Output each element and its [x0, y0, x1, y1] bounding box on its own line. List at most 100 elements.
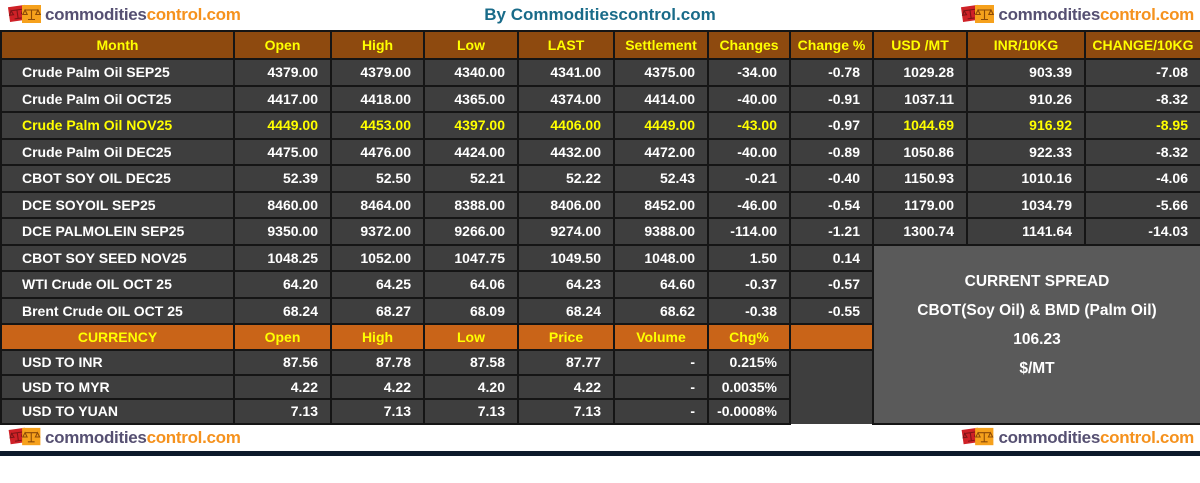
table-row: CBOT SOY SEED NOV25 1048.25 1052.00 1047…: [0, 243, 1200, 425]
cell-change-pct: -0.55: [789, 296, 874, 325]
cell-high: 9372.00: [330, 217, 425, 246]
cell-changes: 1.50: [707, 243, 791, 272]
cell-changes: -46.00: [707, 190, 791, 219]
cell-low: 4340.00: [423, 58, 519, 87]
col-header-cur-high: High: [330, 323, 425, 351]
cell-open: 1048.25: [233, 243, 332, 272]
cell-low: 8388.00: [423, 190, 519, 219]
cell-low: 9266.00: [423, 217, 519, 246]
cell-changes: -43.00: [707, 111, 791, 140]
spread-unit: $/MT: [1019, 360, 1055, 377]
col-header-high: High: [330, 30, 425, 60]
brand-text-commodities: commodities: [45, 5, 147, 24]
cell-last: 1049.50: [517, 243, 615, 272]
cell-change-pct: -0.54: [789, 190, 874, 219]
cell-month: Crude Palm Oil DEC25: [0, 137, 235, 166]
cell-change-pct: -0.97: [789, 111, 874, 140]
cell-low: 64.06: [423, 270, 519, 299]
cell-inr-10kg: 916.92: [966, 111, 1086, 140]
col-header-cur-volume: Volume: [613, 323, 709, 351]
cell-high: 1052.00: [330, 243, 425, 272]
spread-title: CURRENT SPREAD: [964, 273, 1110, 290]
table-row: WTI Crude OIL OCT 25 64.20 64.25 64.06 6…: [0, 270, 1200, 299]
cell-change-10kg: -8.32: [1084, 84, 1200, 113]
cell-change-10kg: -8.95: [1084, 111, 1200, 140]
cell-open: 87.56: [233, 349, 332, 376]
cell-usd-mt: 1179.00: [872, 190, 968, 219]
col-header-cur-price: Price: [517, 323, 615, 351]
brand-wordmark: commoditiescontrol.com: [998, 5, 1194, 25]
cell-changes: -34.00: [707, 58, 791, 87]
cell-currency-name: USD TO MYR: [0, 373, 235, 400]
spread-subtitle: CBOT(Soy Oil) & BMD (Palm Oil): [917, 302, 1157, 319]
brand-text-commodities: commodities: [998, 427, 1100, 447]
table-row: DCE SOYOIL SEP25 8460.00 8464.00 8388.00…: [0, 190, 1200, 219]
brand-logo: commoditiescontrol.com: [0, 2, 247, 28]
bottom-bar: [0, 450, 1200, 456]
page-title: By Commoditiescontrol.com: [484, 5, 716, 24]
cell-chg-pct: 0.215%: [707, 349, 791, 376]
cell-volume: -: [613, 349, 709, 376]
empty-cell: [789, 350, 874, 375]
scales-icon: [961, 4, 995, 23]
cell-inr-10kg: 1141.64: [966, 217, 1086, 246]
scales-icon: [962, 427, 994, 446]
brand-wordmark: commoditiescontrol.com: [45, 5, 241, 25]
brand-logo: commoditiescontrol.com: [0, 425, 247, 450]
cell-chg-pct: -0.0008%: [707, 398, 791, 425]
cell-last: 4406.00: [517, 111, 615, 140]
cell-month: CBOT SOY OIL DEC25: [0, 164, 235, 193]
currency-row: USD TO INR 87.56 87.78 87.58 87.77 - 0.2…: [0, 349, 1200, 376]
cell-high: 7.13: [330, 398, 425, 425]
table-row: Crude Palm Oil SEP25 4379.00 4379.00 434…: [0, 58, 1200, 87]
currency-row: USD TO MYR 4.22 4.22 4.20 4.22 - 0.0035%: [0, 373, 1200, 400]
cell-high: 4453.00: [330, 111, 425, 140]
col-header-usd-mt: USD /MT: [872, 30, 968, 60]
col-header-month: Month: [0, 30, 235, 60]
cell-settlement: 4449.00: [613, 111, 709, 140]
cell-usd-mt: 1300.74: [872, 217, 968, 246]
cell-low: 87.58: [423, 349, 519, 376]
brand-text-control: control.com: [1100, 427, 1194, 447]
cell-changes: -40.00: [707, 137, 791, 166]
cell-high: 4476.00: [330, 137, 425, 166]
cell-settlement: 64.60: [613, 270, 709, 299]
cell-low: 4365.00: [423, 84, 519, 113]
cell-change-pct: -1.21: [789, 217, 874, 246]
cell-low: 1047.75: [423, 243, 519, 272]
brand-logo: commoditiescontrol.com: [953, 425, 1200, 450]
cell-open: 64.20: [233, 270, 332, 299]
cell-usd-mt: 1029.28: [872, 58, 968, 87]
cell-month: DCE SOYOIL SEP25: [0, 190, 235, 219]
cell-open: 4449.00: [233, 111, 332, 140]
cell-settlement: 8452.00: [613, 190, 709, 219]
brand-logo: commoditiescontrol.com: [953, 2, 1200, 28]
cell-month: Crude Palm Oil NOV25: [0, 111, 235, 140]
cell-change-10kg: -8.32: [1084, 137, 1200, 166]
cell-changes: -0.37: [707, 270, 791, 299]
cell-high: 68.27: [330, 296, 425, 325]
cell-changes: -40.00: [707, 84, 791, 113]
bottom-strip: commoditiescontrol.com commoditiescontro…: [0, 424, 1200, 451]
cell-open: 68.24: [233, 296, 332, 325]
col-header-currency: CURRENCY: [0, 323, 235, 351]
cell-settlement: 4375.00: [613, 58, 709, 87]
cell-open: 4475.00: [233, 137, 332, 166]
cell-low: 4397.00: [423, 111, 519, 140]
col-header-changes: Changes: [707, 30, 791, 60]
cell-changes: -0.38: [707, 296, 791, 325]
cell-month: Crude Palm Oil OCT25: [0, 84, 235, 113]
cell-last: 4341.00: [517, 58, 615, 87]
cell-month: Crude Palm Oil SEP25: [0, 58, 235, 87]
cell-month: Brent Crude OIL OCT 25: [0, 296, 235, 325]
cell-change-pct: -0.89: [789, 137, 874, 166]
cell-change-10kg: -5.66: [1084, 190, 1200, 219]
col-header-inr-10kg: INR/10KG: [966, 30, 1086, 60]
col-header-cur-chg: Chg%: [707, 323, 791, 351]
cell-open: 52.39: [233, 164, 332, 193]
cell-price: 87.77: [517, 349, 615, 376]
cell-last: 52.22: [517, 164, 615, 193]
table-row: Crude Palm Oil OCT25 4417.00 4418.00 436…: [0, 84, 1200, 113]
cell-price: 7.13: [517, 398, 615, 425]
scales-icon: [7, 4, 42, 23]
